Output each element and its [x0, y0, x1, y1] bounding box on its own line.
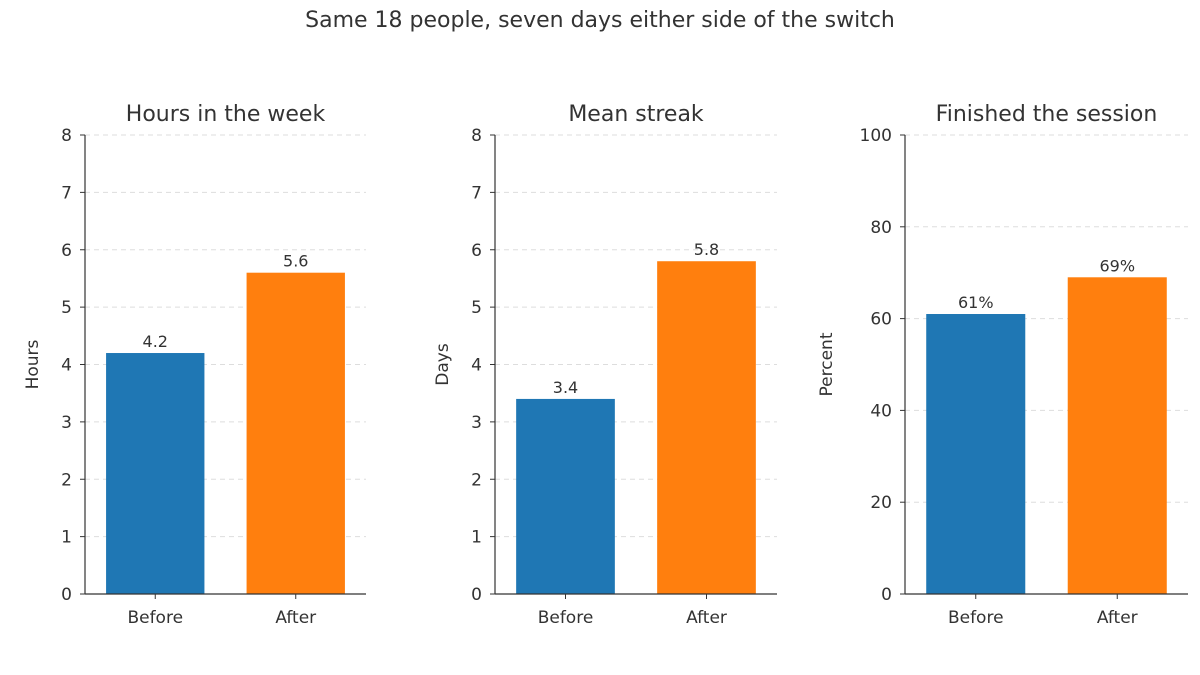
bar-before: [516, 398, 615, 594]
x-tick-label: After: [686, 608, 727, 628]
chart-panel-3: 0 20 40 60 80 100 61% Before 69% After Finished th…: [817, 102, 1188, 628]
y-tick-label: 40: [870, 401, 892, 421]
bar-value-label: 5.6: [283, 252, 308, 271]
bar-after: [246, 272, 345, 594]
y-tick-label: 0: [61, 585, 72, 605]
bar-value-label: 69%: [1099, 256, 1135, 275]
y-axis-label: Days: [433, 343, 453, 386]
x-tick-label: Before: [538, 608, 594, 628]
chart-panel-2: 0 1 2 3 4 5 6 7 8 3.4 Before 5.8 After Mean streak Day…: [433, 102, 777, 628]
y-tick-label: 0: [471, 585, 482, 605]
chart-title: Mean streak: [568, 102, 704, 127]
bar-before: [926, 314, 1026, 594]
y-tick-label: 20: [870, 493, 892, 513]
y-tick-label: 7: [471, 183, 482, 203]
y-tick-label: 6: [61, 241, 72, 261]
bar-value-label: 61%: [958, 293, 994, 312]
x-tick-label: Before: [948, 608, 1004, 628]
chart-panel-1: 0 1 2 3 4 5 6 7 8 4.2 Before 5.6 After Hours in the w…: [23, 102, 366, 628]
x-tick-label: After: [1097, 608, 1138, 628]
y-tick-label: 1: [471, 528, 482, 548]
x-tick-label: Before: [127, 608, 183, 628]
bar-value-label: 3.4: [553, 378, 578, 397]
y-axis-label: Hours: [23, 339, 43, 389]
figure-title: Same 18 people, seven days either side o…: [305, 8, 895, 33]
y-tick-label: 7: [61, 183, 72, 203]
y-tick-label: 2: [61, 470, 72, 490]
y-tick-label: 8: [471, 126, 482, 146]
y-tick-label: 5: [471, 298, 482, 318]
y-tick-label: 4: [61, 356, 72, 376]
y-tick-label: 4: [471, 356, 482, 376]
y-tick-label: 3: [61, 413, 72, 433]
bar-after: [1067, 277, 1167, 594]
y-axis-label: Percent: [817, 332, 837, 396]
y-tick-label: 5: [61, 298, 72, 318]
y-tick-label: 1: [61, 528, 72, 548]
y-tick-label: 80: [870, 218, 892, 238]
y-tick-label: 3: [471, 413, 482, 433]
y-tick-label: 2: [471, 470, 482, 490]
x-tick-label: After: [275, 608, 316, 628]
bar-after: [657, 261, 756, 594]
y-tick-label: 8: [61, 126, 72, 146]
chart-title: Hours in the week: [126, 102, 326, 127]
y-tick-label: 60: [870, 310, 892, 330]
y-tick-label: 100: [860, 126, 892, 146]
bar-before: [106, 353, 205, 594]
y-tick-label: 6: [471, 241, 482, 261]
y-tick-label: 0: [881, 585, 892, 605]
bar-value-label: 4.2: [143, 332, 168, 351]
bar-value-label: 5.8: [694, 240, 719, 259]
chart-title: Finished the session: [936, 102, 1158, 127]
